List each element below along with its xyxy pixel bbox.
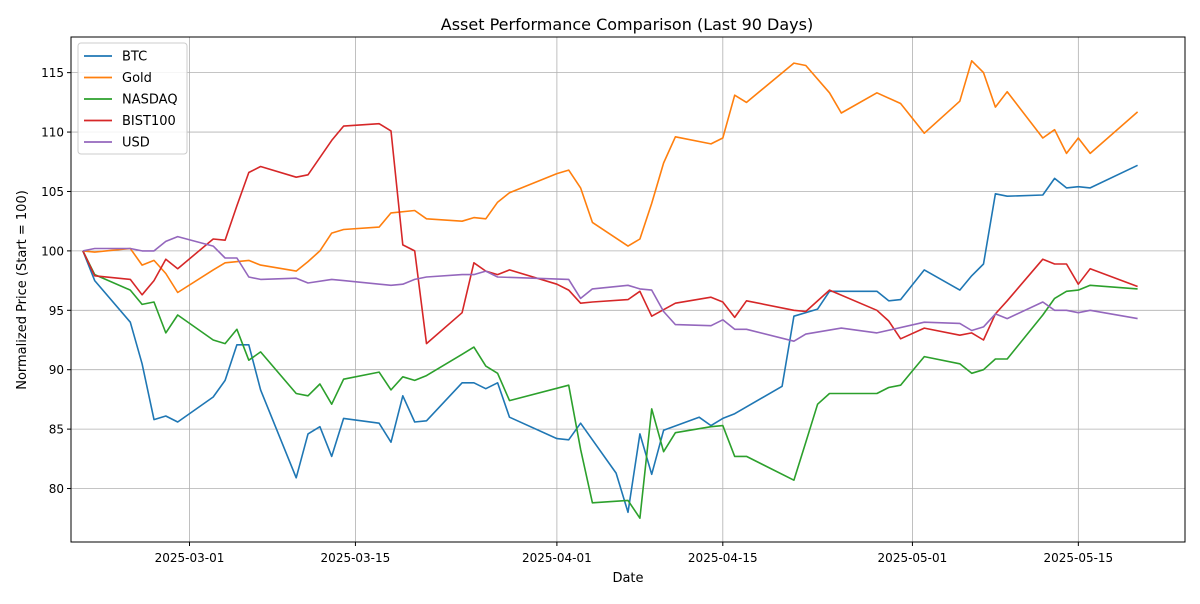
y-tick-label: 110: [41, 126, 64, 140]
series-line-nasdaq: [82, 250, 1138, 520]
y-tick-label: 90: [49, 363, 64, 377]
y-tick-label: 85: [49, 423, 64, 437]
x-tick-label: 2025-05-01: [878, 551, 948, 565]
y-tick-label: 105: [41, 185, 64, 199]
x-axis-label: Date: [612, 571, 643, 586]
legend-box: [77, 42, 188, 155]
legend-label: Gold: [122, 71, 152, 86]
y-tick-label: 100: [41, 244, 64, 258]
x-tick-label: 2025-03-01: [155, 551, 225, 565]
series-line-bist100: [82, 122, 1138, 345]
legend-label: BIST100: [122, 114, 176, 129]
series-line-usd: [82, 235, 1138, 343]
x-tick-label: 2025-03-15: [321, 551, 391, 565]
plot-frame: [70, 36, 1186, 543]
x-tick-label: 2025-05-15: [1043, 551, 1113, 565]
x-tick-label: 2025-04-15: [688, 551, 758, 565]
y-axis: 80 85 90 95 100 105 110 115: [41, 66, 71, 496]
y-tick-label: 95: [49, 304, 64, 318]
legend-label: USD: [122, 136, 150, 151]
chart-title: Asset Performance Comparison (Last 90 Da…: [441, 15, 813, 34]
y-tick-label: 115: [41, 66, 64, 80]
legend-label: BTC: [122, 50, 147, 65]
x-axis: 2025-03-01 2025-03-15 2025-04-01 2025-04-15…: [155, 542, 1113, 565]
series-layer: [82, 59, 1139, 520]
y-axis-label: Normalized Price (Start = 100): [15, 190, 30, 390]
x-tick-label: 2025-04-01: [522, 551, 592, 565]
legend: BTC Gold NASDAQ BIST100 USD: [77, 42, 188, 155]
series-line-gold: [82, 59, 1139, 294]
legend-label: NASDAQ: [122, 93, 178, 108]
y-tick-label: 80: [49, 482, 64, 496]
